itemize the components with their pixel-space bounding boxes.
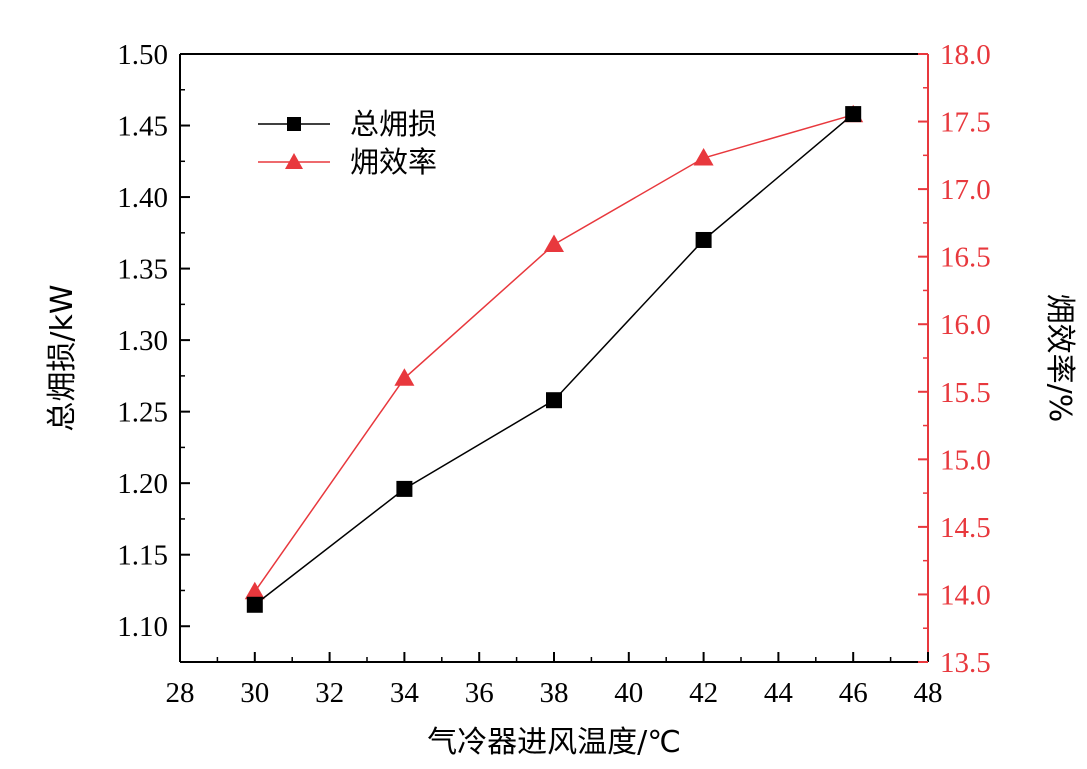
y-right-tick-label: 16.5 [940,242,991,274]
y-right-tick-label: 15.0 [940,444,991,476]
data-point [845,106,862,123]
y-right-tick-label: 14.0 [940,579,991,611]
data-point [544,234,564,253]
y-left-tick-label: 1.25 [117,397,168,429]
data-point [396,480,413,497]
x-tick-label: 38 [540,677,569,709]
x-tick-label: 42 [689,677,718,709]
x-tick-label: 30 [240,677,269,709]
x-tick-label: 32 [315,677,344,709]
data-point [394,368,415,386]
y-left-tick-label: 1.30 [117,325,168,357]
series-line-1 [254,113,854,606]
x-tick-label: 48 [914,677,943,709]
y-axis-right: 13.5 14.0 14.5 15.0 15.5 16.0 16.5 17.0 17.5 18.0 [918,39,991,679]
y-axis-left-title: 总㶲损/kW [45,284,80,431]
x-tick-label: 34 [390,677,420,709]
data-point [244,581,265,600]
y-left-tick-label: 1.35 [117,254,168,286]
y-left-tick-label: 1.40 [117,182,168,214]
y-left-tick-label: 1.15 [117,540,168,572]
y-axis-right-title: 㶲效率/% [1042,294,1077,423]
x-tick-label: 28 [166,677,195,709]
x-tick-label: 36 [465,677,494,709]
y-left-tick-label: 1.50 [117,39,168,71]
data-point [693,148,714,166]
x-tick-label: 46 [839,677,868,709]
series-line-2 [254,114,854,593]
y-left-tick-label: 1.10 [117,611,168,643]
y-left-tick-label: 1.20 [117,468,168,500]
y-right-tick-label: 16.0 [940,309,991,341]
x-tick-label: 40 [614,677,643,709]
data-point [246,596,263,613]
series-layer [244,104,864,613]
y-right-tick-label: 15.5 [940,377,991,409]
legend-marker [285,153,303,169]
y-left-tick-label: 1.45 [117,111,168,143]
legend-label: 㶲效率 [350,145,437,179]
data-point [695,231,712,248]
y-axis-left: 1.10 1.15 1.20 1.25 1.30 1.35 1.40 1.45 1.50 [117,39,190,643]
y-right-tick-label: 14.5 [940,512,991,544]
y-right-tick-label: 17.5 [940,107,991,139]
legend-label: 总㶲损 [350,107,437,141]
x-axis-title: 气冷器进风温度/℃ [427,725,681,760]
x-tick-label: 44 [764,677,794,709]
y-right-tick-label: 18.0 [940,39,991,71]
y-right-tick-label: 13.5 [940,647,991,679]
x-axis: 28 30 32 34 36 38 40 42 44 46 48 [166,652,943,709]
data-point [546,392,562,409]
legend-marker [287,117,301,131]
y-right-tick-label: 17.0 [940,174,991,206]
